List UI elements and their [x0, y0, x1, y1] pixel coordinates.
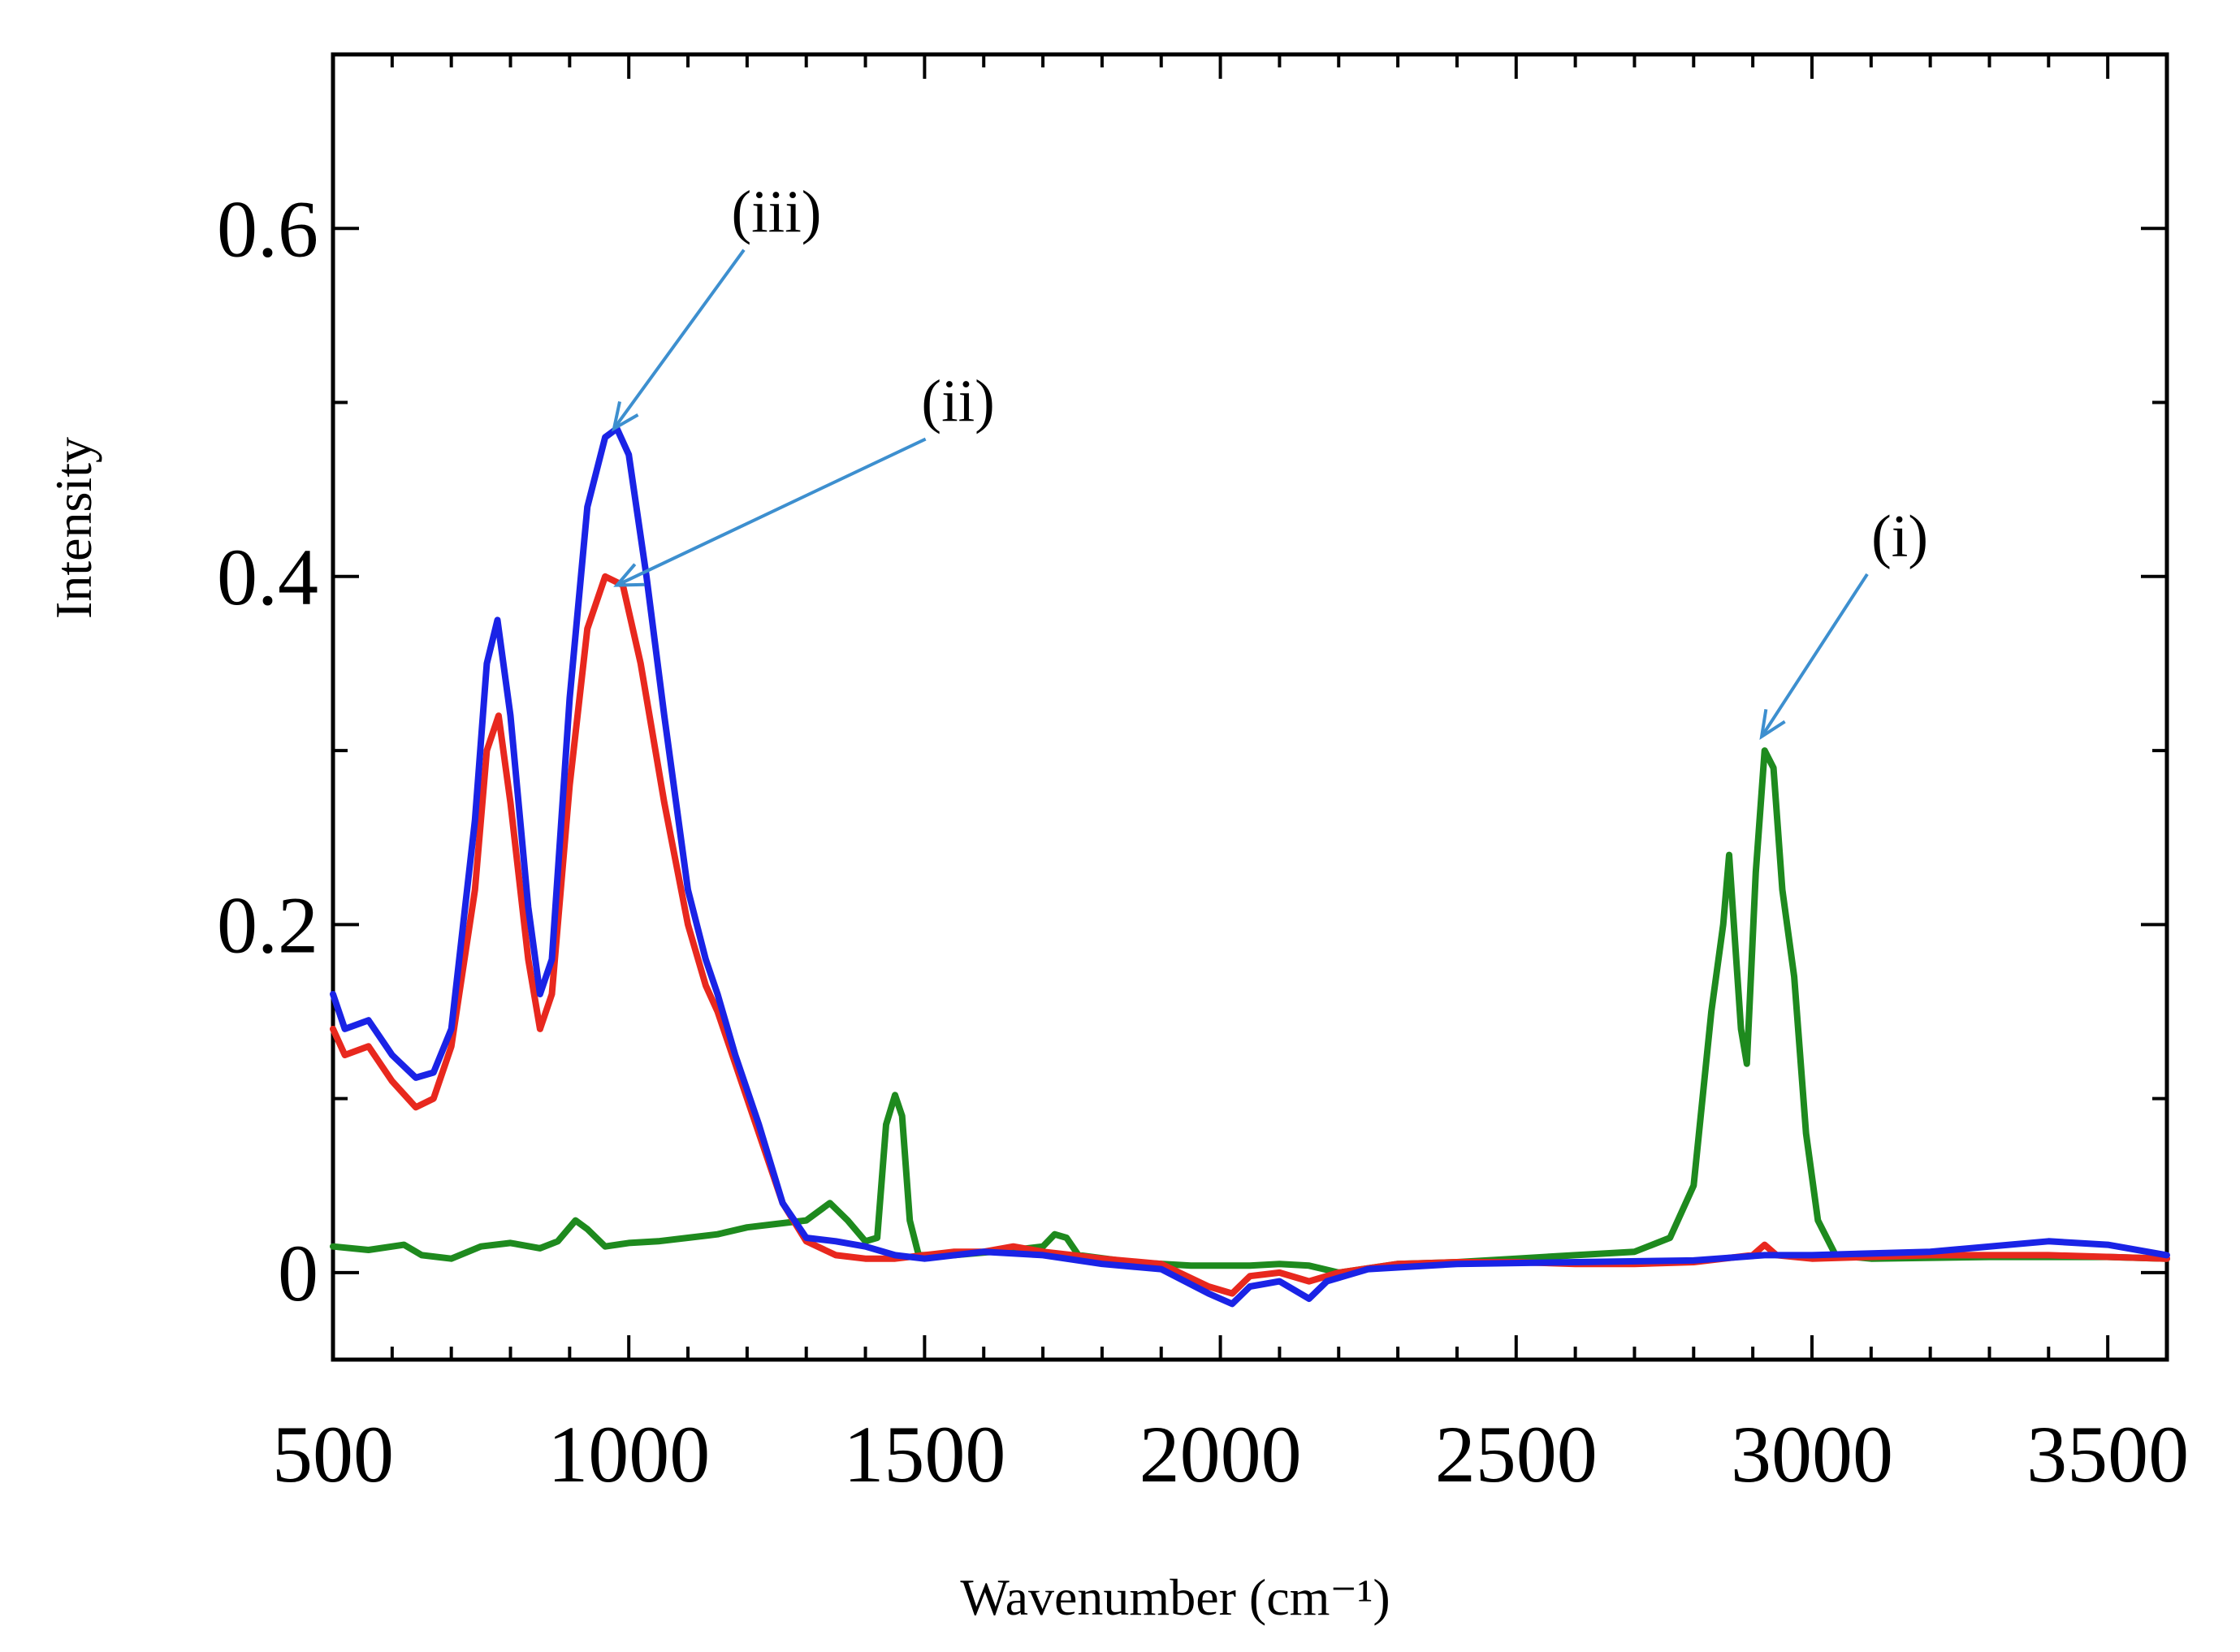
annotation-2: (ii) — [613, 369, 995, 587]
x-tick-label-500: 500 — [272, 1409, 394, 1499]
annotation-label-3: (i) — [1871, 504, 1928, 570]
x-tick-label-2000: 2000 — [1139, 1409, 1302, 1499]
y-tick-label-0.2: 0.2 — [217, 880, 318, 970]
y-tick-label-0: 0 — [278, 1228, 318, 1318]
y-tick-label-0.6: 0.6 — [217, 184, 318, 274]
x-tick-label-1000: 1000 — [547, 1409, 710, 1499]
annotation-arrow-3 — [1760, 573, 1869, 738]
y-axis-title: Intensity — [45, 437, 102, 619]
annotations: (iii) (ii) (i) — [612, 179, 1928, 741]
x-axis-title: Wavenumber (cm⁻¹) — [960, 1568, 1390, 1626]
annotation-arrowhead-3 — [1759, 709, 1786, 741]
annotation-3: (i) — [1759, 504, 1928, 741]
annotation-label-1: (iii) — [731, 179, 821, 246]
annotation-arrowhead-1 — [612, 400, 639, 432]
series-line-3 — [330, 425, 2170, 1308]
x-tick-label-3000: 3000 — [1731, 1409, 1893, 1499]
x-tick-label-3500: 3500 — [2026, 1409, 2189, 1499]
annotation-1: (iii) — [612, 179, 821, 432]
annotation-arrowhead-2 — [613, 563, 645, 587]
axis-ticks — [331, 54, 2167, 1360]
annotation-arrow-2 — [616, 437, 927, 587]
plot-frame — [331, 52, 2169, 1362]
y-tick-label-0.4: 0.4 — [217, 532, 318, 622]
series-line-2 — [330, 573, 2170, 1297]
tick-labels: 500 1000 1500 2000 2500 3000 3500 0 0.2 0.4 0.6 — [217, 184, 2189, 1499]
annotation-arrow-1 — [612, 249, 746, 430]
series-group — [330, 425, 2170, 1308]
annotation-label-2: (ii) — [921, 369, 994, 435]
x-tick-label-1500: 1500 — [843, 1409, 1005, 1499]
series-line-1 — [330, 747, 2170, 1276]
x-tick-label-2500: 2500 — [1435, 1409, 1598, 1499]
